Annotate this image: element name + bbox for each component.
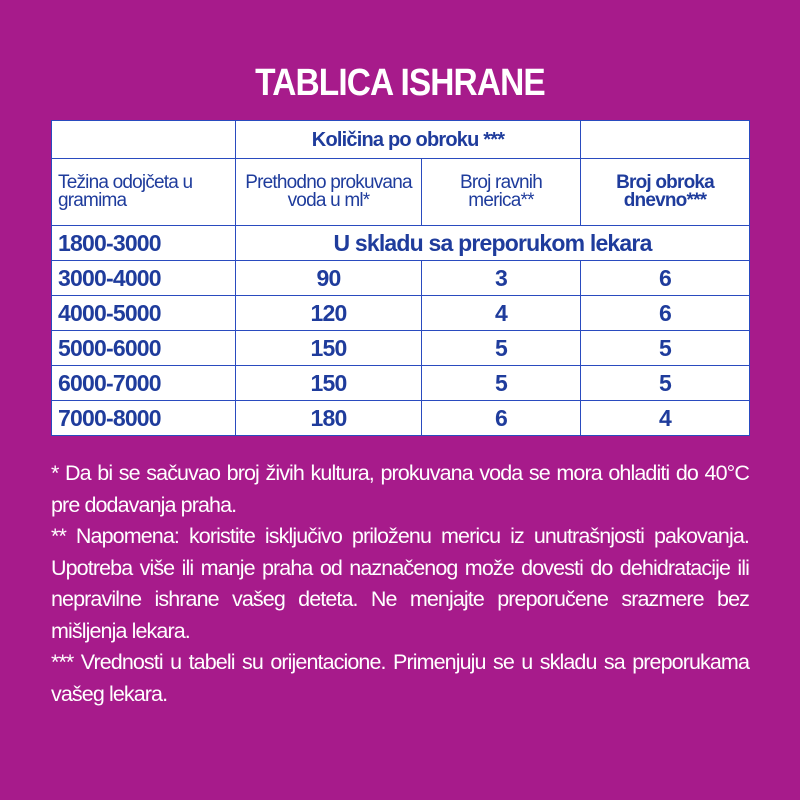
table-row: 7000-8000 180 6 4 [51,400,751,436]
doctor-recommendation-cell: U skladu sa preporukom lekara [234,225,751,261]
scoops-cell: 5 [420,365,582,401]
weight-cell: 3000-4000 [51,260,236,296]
weight-cell: 6000-7000 [51,365,236,401]
water-cell: 120 [235,295,422,331]
table-row: 1800-3000 U skladu sa preporukom lekara [51,225,751,261]
footnote-2: ** Napomena: koristite isključivo prilož… [51,524,750,643]
scoops-cell: 6 [420,400,582,436]
water-cell: 90 [235,260,422,296]
meals-cell: 5 [580,365,751,401]
header-scoops: Broj ravnih merica** [420,158,582,226]
scoops-cell: 4 [420,295,582,331]
table-row: 6000-7000 150 5 5 [51,365,751,401]
nutrition-table: Količina po obroku *** Težina odojčeta u… [51,120,751,436]
footnote-1: * Da bi se sačuvao broj živih kultura, p… [51,461,750,517]
footnotes: * Da bi se sačuvao broj živih kultura, p… [51,458,750,710]
table-row: 3000-4000 90 3 6 [51,260,751,296]
table-row: 5000-6000 150 5 5 [51,330,751,366]
meals-cell: 6 [580,260,751,296]
weight-cell: 5000-6000 [51,330,236,366]
header-water: Prethodno prokuvana voda u ml* [235,158,422,226]
weight-cell: 7000-8000 [51,400,236,436]
scoops-cell: 5 [420,330,582,366]
header-meals: Broj obroka dnevno*** [580,158,751,226]
weight-cell: 1800-3000 [51,225,236,261]
header-weight: Težina odojčeta u gramima [51,158,236,226]
page-title: TABLICA ISHRANE [255,62,545,104]
water-cell: 150 [235,365,422,401]
table-row: 4000-5000 120 4 6 [51,295,751,331]
footnote-3: *** Vrednosti u tabeli su orijentacione.… [51,650,750,706]
meals-cell: 5 [580,330,751,366]
empty-cell [51,120,236,159]
weight-cell: 4000-5000 [51,295,236,331]
scoops-cell: 3 [420,260,582,296]
group-header: Količina po obroku *** [234,120,582,159]
meals-cell: 6 [580,295,751,331]
water-cell: 180 [235,400,422,436]
empty-cell [580,120,751,159]
water-cell: 150 [235,330,422,366]
meals-cell: 4 [580,400,751,436]
